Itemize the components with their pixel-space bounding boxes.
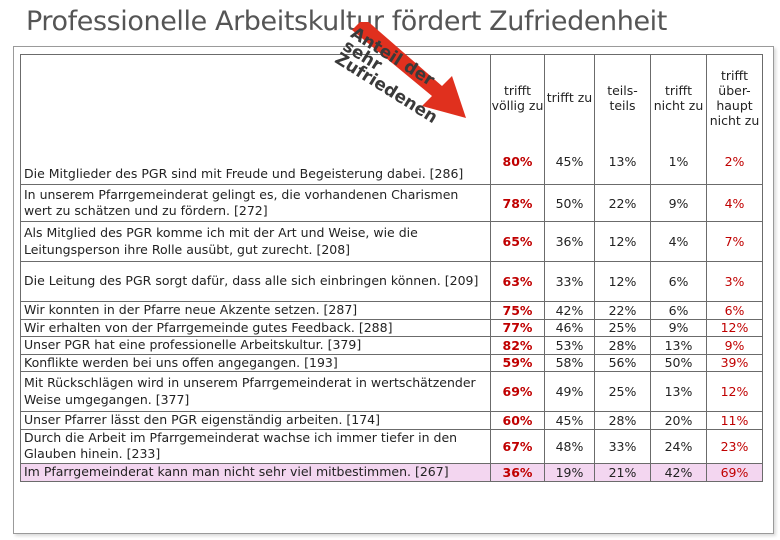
row-value-c1: 36% (490, 462, 545, 482)
row-value-c5: 11% (706, 411, 763, 430)
header-value-c5: 2% (724, 154, 745, 169)
row-value-c5: 4% (706, 184, 763, 222)
row-value-c5: 23% (706, 428, 763, 464)
row-statement: Konflikte werden bei uns offen angegange… (20, 353, 491, 372)
row-value-c3: 28% (594, 336, 651, 355)
row-value-c2: 58% (544, 353, 595, 372)
row-value-c3: 22% (594, 184, 651, 222)
row-value-c2: 19% (544, 462, 595, 482)
row-value-c4: 6% (650, 261, 707, 302)
row-value-c5: 12% (706, 371, 763, 412)
row-value-c2: 48% (544, 428, 595, 464)
row-value-c3: 56% (594, 353, 651, 372)
row-value-c2: 53% (544, 336, 595, 355)
row-value-c4: 13% (650, 371, 707, 412)
column-header-c3-label: teils-teils (607, 82, 638, 113)
row-value-c2: 45% (544, 411, 595, 430)
header-value-c3: 13% (608, 154, 637, 169)
row-value-c4: 6% (650, 301, 707, 320)
row-value-c4: 42% (650, 462, 707, 482)
column-header-c1-label: trifft völlig zu (491, 82, 544, 113)
column-header-c2: trifft zu 45% (544, 54, 595, 185)
row-value-c3: 33% (594, 428, 651, 464)
column-header-c2-label: trifft zu (546, 90, 593, 105)
column-header-c5: trifft über-haupt nicht zu 2% (706, 54, 763, 185)
table-row: Unser PGR hat eine professionelle Arbeit… (20, 336, 763, 355)
row-statement: In unserem Pfarrgemeinderat gelingt es, … (20, 184, 491, 222)
row-value-c3: 12% (594, 221, 651, 262)
row-value-c5: 7% (706, 221, 763, 262)
row-value-c4: 4% (650, 221, 707, 262)
column-header-c3: teils-teils 13% (594, 54, 651, 185)
header-value-c4: 1% (668, 154, 689, 169)
row-value-c5: 39% (706, 353, 763, 372)
table-row: Wir konnten in der Pfarre neue Akzente s… (20, 301, 763, 320)
row-value-c1: 65% (490, 221, 545, 262)
table-row: Die Leitung des PGR sorgt dafür, dass al… (20, 261, 763, 302)
row-value-c2: 46% (544, 318, 595, 337)
table-row: Mit Rückschlägen wird in unserem Pfarrge… (20, 371, 763, 412)
row-statement: Als Mitglied des PGR komme ich mit der A… (20, 221, 491, 262)
row-value-c3: 28% (594, 411, 651, 430)
table-body: In unserem Pfarrgemeinderat gelingt es, … (20, 184, 763, 482)
arrow-icon (352, 22, 466, 118)
row-value-c5: 9% (706, 336, 763, 355)
row-statement: Wir konnten in der Pfarre neue Akzente s… (20, 301, 491, 320)
row-value-c1: 59% (490, 353, 545, 372)
row-statement: Im Pfarrgemeinderat kann man nicht sehr … (20, 462, 491, 482)
column-header-c1: trifft völlig zu 80% (490, 54, 545, 185)
row-value-c5: 12% (706, 318, 763, 337)
column-header-c4-label: trifft nicht zu (653, 82, 704, 113)
row-value-c4: 9% (650, 318, 707, 337)
row-value-c2: 36% (544, 221, 595, 262)
row-value-c3: 25% (594, 371, 651, 412)
survey-table: Die Mitglieder des PGR sind mit Freude u… (20, 54, 763, 482)
row-value-c4: 24% (650, 428, 707, 464)
column-header-c4: trifft nicht zu 1% (650, 54, 707, 185)
row-value-c5: 69% (706, 462, 763, 482)
row-value-c2: 33% (544, 261, 595, 302)
header-value-c1: 80% (502, 154, 533, 169)
header-row: Die Mitglieder des PGR sind mit Freude u… (20, 54, 763, 185)
row-value-c4: 13% (650, 336, 707, 355)
row-statement: Durch die Arbeit im Pfarrgemeinderat wac… (20, 428, 491, 464)
row-value-c1: 77% (490, 318, 545, 337)
row-value-c1: 69% (490, 371, 545, 412)
row-value-c2: 49% (544, 371, 595, 412)
row-statement: Mit Rückschlägen wird in unserem Pfarrge… (20, 371, 491, 412)
row-value-c3: 22% (594, 301, 651, 320)
table-row: Konflikte werden bei uns offen angegange… (20, 353, 763, 372)
header-statement: Die Mitglieder des PGR sind mit Freude u… (24, 166, 464, 181)
page-title: Professionelle Arbeitskultur fördert Zuf… (26, 6, 667, 37)
table-row: Im Pfarrgemeinderat kann man nicht sehr … (20, 462, 763, 482)
row-statement: Unser PGR hat eine professionelle Arbeit… (20, 336, 491, 355)
row-value-c3: 25% (594, 318, 651, 337)
column-header-c5-label: trifft über-haupt nicht zu (709, 67, 760, 128)
row-value-c1: 60% (490, 411, 545, 430)
table-row: Durch die Arbeit im Pfarrgemeinderat wac… (20, 428, 763, 464)
row-value-c2: 42% (544, 301, 595, 320)
row-value-c1: 78% (490, 184, 545, 222)
row-value-c4: 20% (650, 411, 707, 430)
row-value-c5: 3% (706, 261, 763, 302)
row-statement: Unser Pfarrer lässt den PGR eigenständig… (20, 411, 491, 430)
row-value-c1: 75% (490, 301, 545, 320)
row-value-c2: 50% (544, 184, 595, 222)
table-row: Als Mitglied des PGR komme ich mit der A… (20, 221, 763, 262)
table-row: In unserem Pfarrgemeinderat gelingt es, … (20, 184, 763, 222)
row-statement: Wir erhalten von der Pfarrgemeinde gutes… (20, 318, 491, 337)
row-value-c5: 6% (706, 301, 763, 320)
table-row: Unser Pfarrer lässt den PGR eigenständig… (20, 411, 763, 430)
row-value-c3: 12% (594, 261, 651, 302)
row-value-c3: 21% (594, 462, 651, 482)
row-value-c4: 9% (650, 184, 707, 222)
row-value-c1: 82% (490, 336, 545, 355)
header-value-c2: 45% (555, 154, 584, 169)
table-row: Wir erhalten von der Pfarrgemeinde gutes… (20, 318, 763, 337)
row-value-c1: 63% (490, 261, 545, 302)
row-statement: Die Leitung des PGR sorgt dafür, dass al… (20, 261, 491, 302)
row-value-c1: 67% (490, 428, 545, 464)
row-value-c4: 50% (650, 353, 707, 372)
